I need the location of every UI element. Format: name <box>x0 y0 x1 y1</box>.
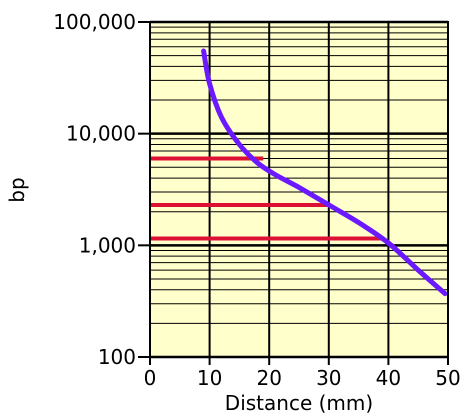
reference-lines <box>150 156 383 241</box>
y-tick-label: 100,000 <box>53 10 136 34</box>
x-tick-label: 30 <box>316 366 341 390</box>
x-tick-label: 0 <box>144 366 157 390</box>
y-tick-label: 100 <box>98 345 136 369</box>
x-tick-label: 20 <box>256 366 281 390</box>
y-tick-labels: 100 1,000 10,000 100,000 <box>53 10 136 369</box>
y-axis-label: bp <box>5 177 29 202</box>
axis-ticks <box>138 21 449 365</box>
x-tick-labels: 0 10 20 30 40 50 <box>144 366 461 390</box>
plot-frame <box>149 21 449 358</box>
grid-minor <box>150 26 448 324</box>
x-axis-label: Distance (mm) <box>225 391 373 415</box>
x-tick-label: 40 <box>376 366 401 390</box>
x-tick-label: 50 <box>435 366 460 390</box>
series-line <box>201 48 448 297</box>
x-tick-label: 10 <box>197 366 222 390</box>
y-tick-label: 10,000 <box>66 122 136 146</box>
y-tick-label: 1,000 <box>79 233 136 257</box>
